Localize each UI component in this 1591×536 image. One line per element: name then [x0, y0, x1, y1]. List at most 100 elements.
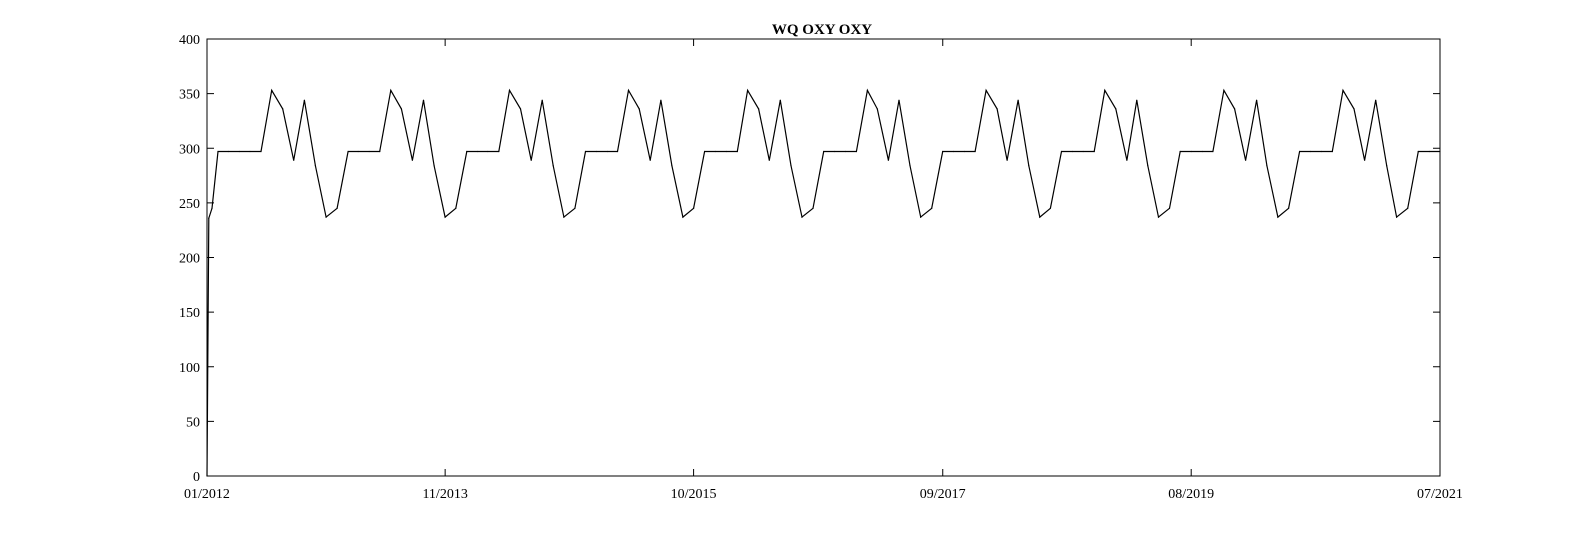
data-point — [1201, 150, 1203, 153]
y-tick-label: 400 — [179, 33, 200, 48]
data-point — [671, 165, 673, 167]
data-point — [1396, 216, 1398, 218]
data-point — [552, 165, 554, 167]
data-point — [736, 150, 738, 153]
data-point — [1147, 165, 1149, 167]
y-tick-label: 300 — [179, 142, 200, 157]
data-point — [985, 89, 987, 91]
data-point — [1288, 207, 1290, 209]
data-point — [206, 475, 208, 477]
data-point — [1309, 150, 1311, 153]
y-tick-label: 200 — [179, 252, 200, 267]
data-point — [963, 150, 966, 153]
data-point — [1256, 99, 1258, 101]
data-point — [1353, 108, 1355, 110]
data-point — [1342, 89, 1344, 91]
data-point — [217, 150, 219, 153]
y-axis: 0 50 100 150 200 250 300 350 400 — [179, 33, 1440, 485]
data-point — [519, 108, 522, 110]
x-tick-label: 10/2015 — [671, 487, 717, 502]
data-point — [844, 150, 847, 153]
data-point — [325, 216, 327, 218]
data-point — [790, 165, 792, 167]
data-point — [400, 108, 402, 110]
data-point — [368, 150, 370, 153]
data-point — [1126, 159, 1128, 161]
data-point — [974, 150, 976, 153]
data-point — [638, 108, 640, 110]
data-point — [1266, 165, 1268, 167]
x-tick-label: 08/2019 — [1168, 487, 1214, 502]
data-point — [1168, 207, 1171, 209]
data-point — [1223, 89, 1225, 91]
data-point — [1331, 150, 1333, 153]
data-point — [584, 150, 587, 153]
data-point — [1417, 150, 1419, 153]
data-point — [1234, 108, 1236, 110]
data-point — [942, 150, 944, 153]
data-point — [758, 108, 760, 110]
data-point — [616, 150, 619, 153]
data-point — [1277, 216, 1279, 218]
x-tick-label: 01/2012 — [184, 487, 230, 502]
data-point — [876, 108, 878, 110]
data-point — [952, 150, 955, 153]
data-point — [866, 89, 869, 91]
data-point — [1006, 159, 1008, 161]
data-point — [1136, 99, 1138, 101]
data-point — [714, 150, 716, 153]
data-point — [812, 207, 814, 209]
data-point — [596, 150, 598, 153]
data-point — [422, 99, 425, 101]
data-point — [768, 159, 770, 161]
data-point — [508, 89, 511, 91]
data-point — [931, 207, 933, 209]
data-point — [1428, 150, 1430, 153]
x-tick-label: 11/2013 — [422, 487, 467, 502]
data-points — [206, 89, 1441, 477]
data-point — [996, 108, 998, 110]
data-point — [1115, 108, 1117, 110]
data-point — [855, 150, 858, 153]
data-point — [887, 159, 890, 161]
data-point — [801, 216, 803, 218]
data-point — [530, 159, 532, 161]
data-point — [1082, 150, 1084, 153]
data-point — [574, 207, 576, 209]
data-point — [1017, 99, 1019, 101]
data-point — [1039, 216, 1041, 218]
data-point — [563, 216, 565, 218]
data-point — [1245, 159, 1247, 161]
data-point — [238, 150, 240, 153]
data-point — [747, 89, 749, 91]
data-point — [303, 99, 305, 101]
data-point — [704, 150, 706, 153]
y-tick-label: 0 — [193, 470, 200, 485]
data-point — [444, 216, 446, 218]
data-point — [1157, 216, 1160, 218]
y-tick-label: 100 — [179, 361, 200, 376]
data-point — [208, 217, 210, 219]
data-point — [1375, 99, 1377, 101]
data-point — [1190, 150, 1192, 153]
y-tick-label: 350 — [179, 88, 200, 103]
data-point — [898, 99, 900, 101]
data-point — [1179, 150, 1181, 153]
data-point — [271, 89, 273, 91]
data-point — [1060, 150, 1063, 153]
data-point — [357, 150, 359, 153]
data-point — [411, 159, 413, 161]
data-point — [693, 207, 695, 209]
data-point — [455, 207, 457, 209]
data-point — [211, 207, 213, 209]
series-line — [206, 88, 1440, 477]
data-point — [779, 99, 781, 101]
data-point — [379, 150, 381, 153]
data-point — [1071, 150, 1074, 153]
data-point — [390, 89, 392, 91]
data-point — [1439, 150, 1441, 153]
data-point — [433, 165, 435, 167]
data-point — [1093, 150, 1095, 153]
x-axis: 01/2012 11/2013 10/2015 09/2017 08/2019 07/20… — [184, 39, 1463, 502]
data-point — [541, 99, 543, 101]
